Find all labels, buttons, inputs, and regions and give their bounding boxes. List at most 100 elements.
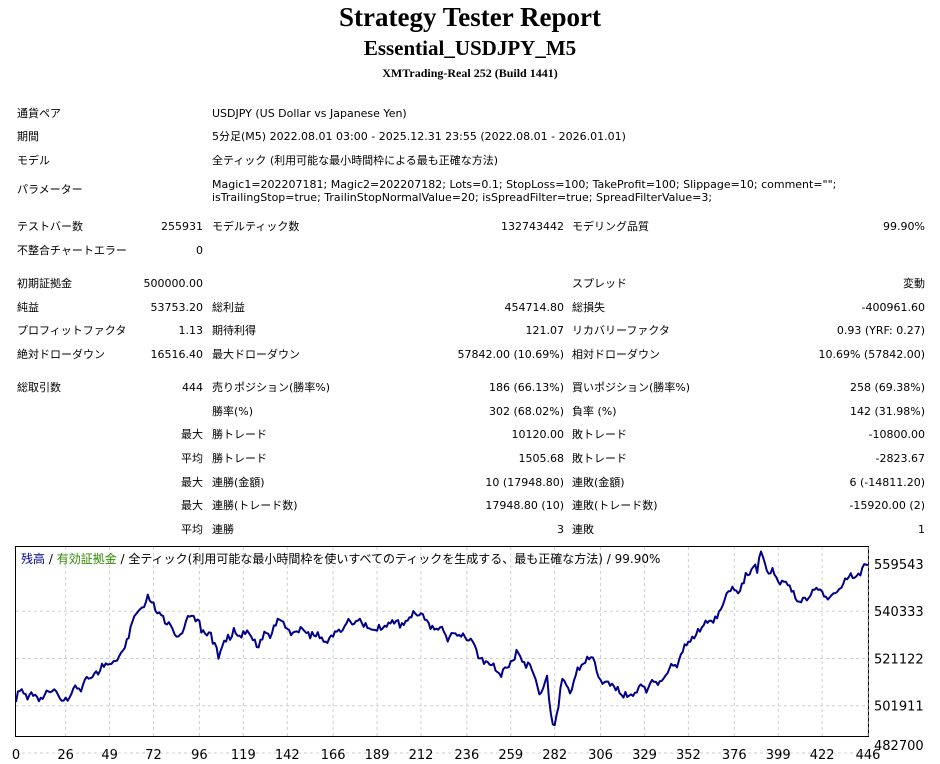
- gross-profit-value: 454714.80: [504, 301, 565, 314]
- balance-line: [15, 550, 869, 727]
- largest-win-value: 10120.00: [511, 428, 565, 441]
- x-tick-label: 352: [676, 748, 701, 763]
- y-tick-label: 482700: [874, 739, 924, 754]
- y-axis-labels: 559543 540333 521122 501911 482700: [874, 558, 924, 754]
- net-label: 純益: [17, 301, 39, 314]
- x-tick-label: 259: [498, 748, 523, 763]
- avg-prefix: 平均: [181, 452, 203, 465]
- short-value: 186 (66.13%): [488, 381, 564, 394]
- legend-balance: 残高: [21, 551, 45, 566]
- pair-value: USDJPY (US Dollar vs Japanese Yen): [212, 107, 407, 120]
- expected-label: 期待利得: [212, 324, 256, 337]
- period-label: 期間: [17, 130, 39, 143]
- recovery-label: リカバリーファクタ: [572, 324, 670, 337]
- pf-value: 1.13: [178, 324, 204, 337]
- x-tick-label: 329: [632, 748, 657, 763]
- x-tick-label: 236: [454, 748, 479, 763]
- max-prefix: 最大: [181, 428, 203, 441]
- y-tick-label: 501911: [874, 700, 924, 715]
- total-trades-label: 総取引数: [17, 381, 61, 394]
- y-tick-label: 559543: [874, 558, 924, 573]
- x-tick-label: 166: [321, 748, 346, 763]
- max-consec-profit-label: 連勝(トレード数): [212, 499, 298, 512]
- legend-separator: /: [45, 552, 57, 566]
- long-label: 買いポジション(勝率%): [572, 381, 691, 394]
- largest-loss-label: 敗トレード: [572, 428, 627, 441]
- bars-value: 255931: [161, 220, 203, 233]
- deposit-value: 500000.00: [143, 277, 204, 290]
- avg-win-value: 1505.68: [518, 452, 565, 465]
- avg-consec-wins-label: 連勝: [212, 523, 234, 536]
- spread-value: 変動: [903, 277, 925, 290]
- balance-chart: 残高 / 有効証拠金 / 全ティック(利用可能な最小時間枠を使いすべてのティック…: [12, 546, 924, 763]
- model-label: モデル: [17, 154, 50, 167]
- legend-equity: 有効証拠金: [57, 551, 117, 566]
- x-tick-label: 72: [145, 748, 162, 763]
- legend-quality: 99.90%: [615, 552, 661, 566]
- x-tick-label: 422: [810, 748, 835, 763]
- x-tick-label: 306: [588, 748, 613, 763]
- abs-dd-label: 絶対ドローダウン: [17, 348, 105, 361]
- max-dd-label: 最大ドローダウン: [212, 348, 300, 361]
- x-tick-label: 446: [856, 748, 881, 763]
- legend-separator: /: [117, 552, 129, 566]
- max-consec-loss-label: 連敗(トレード数): [572, 499, 658, 512]
- expected-value: 121.07: [525, 324, 565, 337]
- max-consec-wins-label: 連勝(金額): [212, 476, 265, 489]
- total-trades-value: 444: [182, 381, 203, 394]
- report-subtitle: Essential_USDJPY_M5: [363, 36, 577, 60]
- recovery-value: 0.93 (YRF: 0.27): [836, 324, 925, 337]
- loss-rate-value: 142 (31.98%): [849, 405, 925, 418]
- legend-model: 全ティック(利用可能な最小時間枠を使いすべてのティックを生成する、最も正確な方法…: [128, 551, 603, 566]
- y-tick-label: 521122: [874, 652, 924, 667]
- bars-label: テストバー数: [17, 220, 83, 233]
- win-rate-label: 勝率(%): [212, 405, 254, 418]
- params-value: Magic1=202207181; Magic2=202207182; Lots…: [212, 178, 837, 204]
- x-tick-label: 282: [542, 748, 567, 763]
- legend-separator: /: [603, 552, 615, 566]
- avg-loss-label: 敗トレード: [572, 452, 627, 465]
- plot-frame: [15, 546, 869, 737]
- x-tick-label: 142: [275, 748, 300, 763]
- pf-label: プロフィットファクタ: [17, 324, 127, 337]
- short-label: 売りポジション(勝率%): [212, 381, 331, 394]
- win-rate-value: 302 (68.02%): [488, 405, 564, 418]
- x-tick-label: 49: [101, 748, 118, 763]
- server-info: XMTrading-Real 252 (Build 1441): [382, 66, 558, 80]
- x-tick-label: 189: [365, 748, 390, 763]
- max-consec-loss-value: -15920.00 (2): [849, 499, 925, 512]
- max-prefix: 最大: [181, 499, 203, 512]
- net-value: 53753.20: [150, 301, 204, 314]
- model-value: 全ティック (利用可能な最小時間枠による最も正確な方法): [212, 154, 499, 167]
- x-tick-label: 212: [409, 748, 434, 763]
- avg-prefix: 平均: [181, 523, 203, 536]
- max-consec-wins-value: 10 (17948.80): [485, 476, 564, 489]
- quality-value: 99.90%: [883, 220, 925, 233]
- avg-consec-wins-value: 3: [557, 523, 564, 536]
- mismatch-label: 不整合チャートエラー: [17, 244, 127, 257]
- x-tick-label: 0: [12, 748, 20, 763]
- x-tick-label: 376: [722, 748, 747, 763]
- max-dd-value: 57842.00 (10.69%): [457, 348, 564, 361]
- x-tick-label: 26: [57, 748, 74, 763]
- gross-profit-label: 総利益: [212, 301, 245, 314]
- abs-dd-value: 16516.40: [150, 348, 204, 361]
- params-label: パラメーター: [17, 183, 83, 196]
- max-consec-losses-label: 連敗(金額): [572, 476, 625, 489]
- period-value: 5分足(M5) 2022.08.01 03:00 - 2025.12.31 23…: [212, 130, 626, 143]
- long-value: 258 (69.38%): [849, 381, 925, 394]
- avg-win-label: 勝トレード: [212, 452, 267, 465]
- ticks-value: 132743442: [501, 220, 564, 233]
- deposit-label: 初期証拠金: [17, 277, 72, 290]
- spread-label: スプレッド: [572, 277, 627, 290]
- rel-dd-value: 10.69% (57842.00): [818, 348, 925, 361]
- avg-consec-losses-label: 連敗: [572, 523, 594, 536]
- x-tick-label: 96: [191, 748, 208, 763]
- mismatch-value: 0: [196, 244, 203, 257]
- largest-win-label: 勝トレード: [212, 428, 267, 441]
- rel-dd-label: 相対ドローダウン: [572, 348, 660, 361]
- chart-grid: [16, 547, 869, 754]
- x-tick-label: 119: [231, 748, 256, 763]
- loss-rate-label: 負率 (%): [572, 405, 617, 418]
- ticks-label: モデルティック数: [212, 220, 300, 233]
